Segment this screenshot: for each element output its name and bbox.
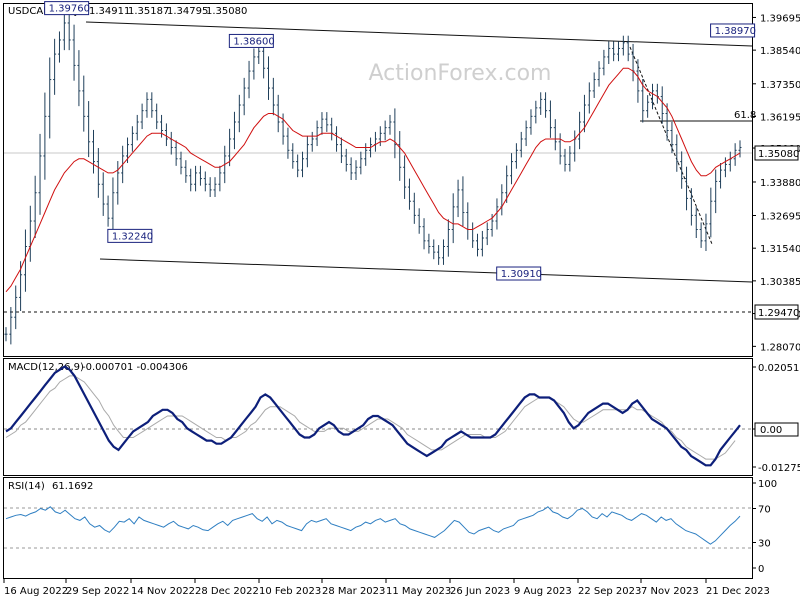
price-candles	[4, 12, 742, 345]
support-price-tag-text: 1.29470	[758, 308, 799, 319]
rsi-axis-label: 100	[758, 479, 777, 490]
high-value: 1.35187	[128, 6, 169, 17]
open-value: 1.34911	[89, 6, 130, 17]
pivot-label-box	[496, 266, 542, 281]
x-axis-label: 9 Aug 2023	[514, 586, 572, 597]
macd-axis: 0.020518 0.00 -0.012755	[752, 363, 800, 474]
x-axis-label: 26 Jun 2023	[450, 586, 510, 597]
price-axis-label: 1.38540	[760, 46, 800, 57]
macd-panel-frame	[3, 358, 753, 476]
price-panel-frame	[3, 3, 753, 357]
price-axis-label: 1.36195	[760, 112, 800, 123]
pivot-label-text: 1.30910	[501, 269, 542, 280]
x-axis-label: 11 May 2023	[386, 586, 451, 597]
price-axis-label: 1.33880	[760, 178, 800, 189]
pivot-label-box	[107, 228, 153, 243]
current-price-tag-text: 1.35080	[758, 149, 799, 160]
x-axis-label: 22 Sep 2023	[578, 586, 641, 597]
fib-retracement-dashed	[629, 46, 713, 245]
pivot-label: 1.38970	[710, 23, 756, 38]
price-axis-label: 1.30385	[760, 277, 800, 288]
close-value: 1.35080	[206, 6, 247, 17]
fib-label: 61.8	[734, 110, 756, 121]
rsi-axis-label: 30	[758, 539, 771, 550]
pivot-label-box	[44, 1, 90, 16]
rsi-panel-frame	[3, 477, 753, 579]
x-axis-label: 7 Nov 2023	[641, 586, 699, 597]
pivot-label-box	[710, 23, 756, 38]
x-axis-label: 28 Mar 2023	[322, 586, 385, 597]
pivot-label-text: 1.32240	[112, 231, 153, 242]
symbol-label: USDCAD,Daily	[8, 6, 79, 17]
upper-channel-line	[85, 21, 753, 47]
price-header: USDCAD,Daily 1.34911 1.35187 1.34795 1.3…	[8, 6, 247, 17]
pivot-label: 1.39760	[44, 1, 90, 16]
pivot-labels: 1.397601.386001.322401.309101.389701.317…	[44, 1, 756, 281]
current-price-tag: 1.35080	[754, 145, 799, 161]
rsi-title-value: 61.1692	[52, 481, 93, 492]
macd-axis-label: -0.012755	[758, 463, 800, 474]
price-axis: 1.39695 1.38540 1.37350 1.36195 1.35080 1.338…	[752, 13, 800, 353]
pivot-label-text: 1.38970	[715, 26, 756, 37]
moving-average-line	[5, 67, 741, 293]
rsi-axis-label: 70	[758, 505, 771, 516]
pivot-label: 1.30910	[496, 266, 542, 281]
rsi-axis: 100 70 30 0	[752, 479, 777, 575]
macd-line	[5, 365, 741, 467]
support-price-tag: 1.29470	[754, 304, 799, 320]
x-axis-label: 16 Aug 2022	[4, 586, 68, 597]
macd-title-values: -0.000701 -0.004306	[82, 362, 188, 373]
trend-lines	[4, 21, 753, 313]
price-axis-label: 1.28070	[760, 342, 800, 353]
pivot-label-text: 1.38600	[233, 36, 274, 47]
rsi-title: RSI(14)	[8, 481, 45, 492]
price-axis-label: 1.37350	[760, 80, 800, 91]
macd-zero-tag-text: 0.00	[760, 425, 782, 436]
macd-zero-tag: 0.00	[754, 422, 799, 437]
rsi-axis-label: 0	[758, 564, 764, 575]
x-axis-label: 29 Sep 2022	[66, 586, 129, 597]
pivot-label-text: 1.39760	[49, 4, 90, 15]
macd-axis-label: 0.020518	[758, 363, 800, 374]
price-axis-label: 1.31540	[760, 244, 800, 255]
macd-title: MACD(12,26,9)	[8, 362, 84, 373]
rsi-line	[5, 506, 741, 545]
x-axis-label: 10 Feb 2023	[259, 586, 321, 597]
pivot-label: 1.32240	[107, 228, 153, 243]
pivot-label: 1.38600	[228, 33, 275, 48]
x-axis-label: 21 Dec 2023	[706, 586, 770, 597]
price-axis-label: 1.32695	[760, 212, 800, 223]
watermark: ActionForex.com	[369, 61, 552, 86]
x-axis-label: 14 Nov 2022	[131, 586, 195, 597]
x-axis-label: 28 Dec 2022	[195, 586, 259, 597]
pivot-label-box	[228, 33, 274, 48]
lower-channel-line	[99, 258, 753, 283]
low-value: 1.34795	[167, 6, 208, 17]
price-axis-label: 1.39695	[760, 13, 800, 24]
